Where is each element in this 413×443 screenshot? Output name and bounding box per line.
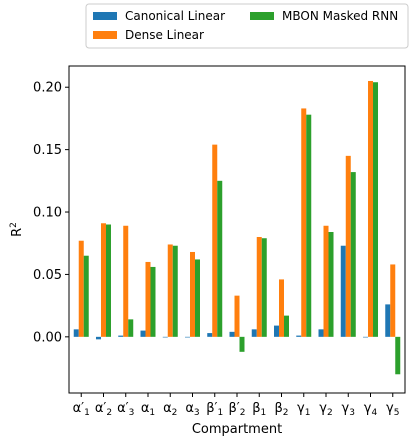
bar-canonical-linear-12 [340,245,346,337]
bar-mbon-masked-rnn-0 [83,255,89,337]
legend: Canonical Linear Dense Linear MBON Masked … [85,3,409,49]
bar-canonical-linear-14 [385,304,391,337]
bar-canonical-linear-1 [95,336,101,340]
bar-dense-linear-2 [123,225,129,337]
y-tick-label: 0.00 [33,330,62,345]
bar-mbon-masked-rnn-5 [195,259,200,337]
x-tick-label: α′2 [95,401,112,418]
x-axis: α′1 α′2 α′3 α1 α2 α3 β′1 β′2 β1 β2 γ1 γ2 γ3 γ4 γ5 [73,393,399,418]
x-axis-label: Compartment [192,422,282,437]
legend-label: MBON Masked RNN [282,9,398,23]
bar-mbon-masked-rnn-14 [395,336,401,375]
y-tick-label: 0.20 [33,81,62,96]
bar-mbon-masked-rnn-11 [328,232,334,337]
x-tick-label: γ3 [342,401,355,418]
bar-canonical-linear-5 [185,336,190,338]
x-tick-label: β′1 [206,401,223,418]
y-axis: 0.00 0.05 0.10 0.15 0.20 [33,81,69,345]
bar-canonical-linear-3 [140,330,146,337]
legend-swatch [93,31,117,39]
bar-dense-linear-3 [145,261,151,337]
x-tick-label: γ5 [386,401,399,418]
y-tick-label: 0.15 [33,143,62,158]
y-tick-label: 0.10 [33,206,62,221]
bar-dense-linear-14 [390,264,396,337]
bar-mbon-masked-rnn-1 [105,224,111,337]
bar-dense-linear-11 [323,225,329,337]
bar-mbon-masked-rnn-3 [150,266,156,337]
bar-mbon-masked-rnn-9 [284,315,289,337]
bar-mbon-masked-rnn-10 [306,114,312,337]
legend-label: Dense Linear [125,28,204,42]
bar-dense-linear-1 [100,223,106,337]
bar-canonical-linear-0 [73,329,79,337]
bar-dense-linear-8 [256,236,262,337]
x-tick-label: α1 [141,401,155,418]
bar-canonical-linear-10 [296,335,302,337]
x-tick-label: γ4 [364,401,378,418]
bar-canonical-linear-9 [274,325,279,337]
bar-dense-linear-6 [212,144,218,337]
legend-frame [85,3,409,49]
bar-canonical-linear-8 [251,329,257,337]
bar-canonical-linear-11 [318,329,324,337]
bar-canonical-linear-2 [118,335,124,337]
y-axis-label: R2 [9,222,25,237]
bar-dense-linear-9 [279,279,284,337]
bar-mbon-masked-rnn-12 [350,172,356,337]
x-tick-label: α′1 [73,401,90,418]
x-tick-label: β′2 [229,401,246,418]
bar-canonical-linear-7 [229,331,235,337]
x-tick-label: α3 [185,401,199,418]
bars [73,80,401,375]
bar-dense-linear-13 [368,80,374,337]
bar-mbon-masked-rnn-8 [261,238,267,337]
x-tick-label: α2 [163,401,177,418]
legend-swatch [250,12,274,20]
bar-mbon-masked-rnn-13 [373,82,379,337]
legend-label: Canonical Linear [125,9,225,23]
bar-mbon-masked-rnn-7 [239,336,245,352]
bar-dense-linear-10 [301,108,307,337]
bar-dense-linear-5 [190,251,195,337]
x-tick-label: α′3 [117,401,134,418]
bar-dense-linear-4 [167,244,173,337]
bar-dense-linear-0 [78,240,84,337]
bar-canonical-linear-4 [162,336,168,338]
bar-dense-linear-7 [234,295,240,337]
legend-swatch [93,12,117,20]
bar-dense-linear-12 [345,155,351,337]
x-tick-label: β2 [274,401,288,418]
y-tick-label: 0.05 [33,268,62,283]
x-tick-label: γ2 [319,401,332,418]
bar-mbon-masked-rnn-6 [217,180,223,337]
x-tick-label: β1 [252,401,266,418]
bar-mbon-masked-rnn-2 [128,319,134,337]
bar-canonical-linear-6 [207,333,213,337]
bar-canonical-linear-13 [363,336,369,338]
bar-mbon-masked-rnn-4 [172,245,178,337]
x-tick-label: γ1 [297,401,310,418]
